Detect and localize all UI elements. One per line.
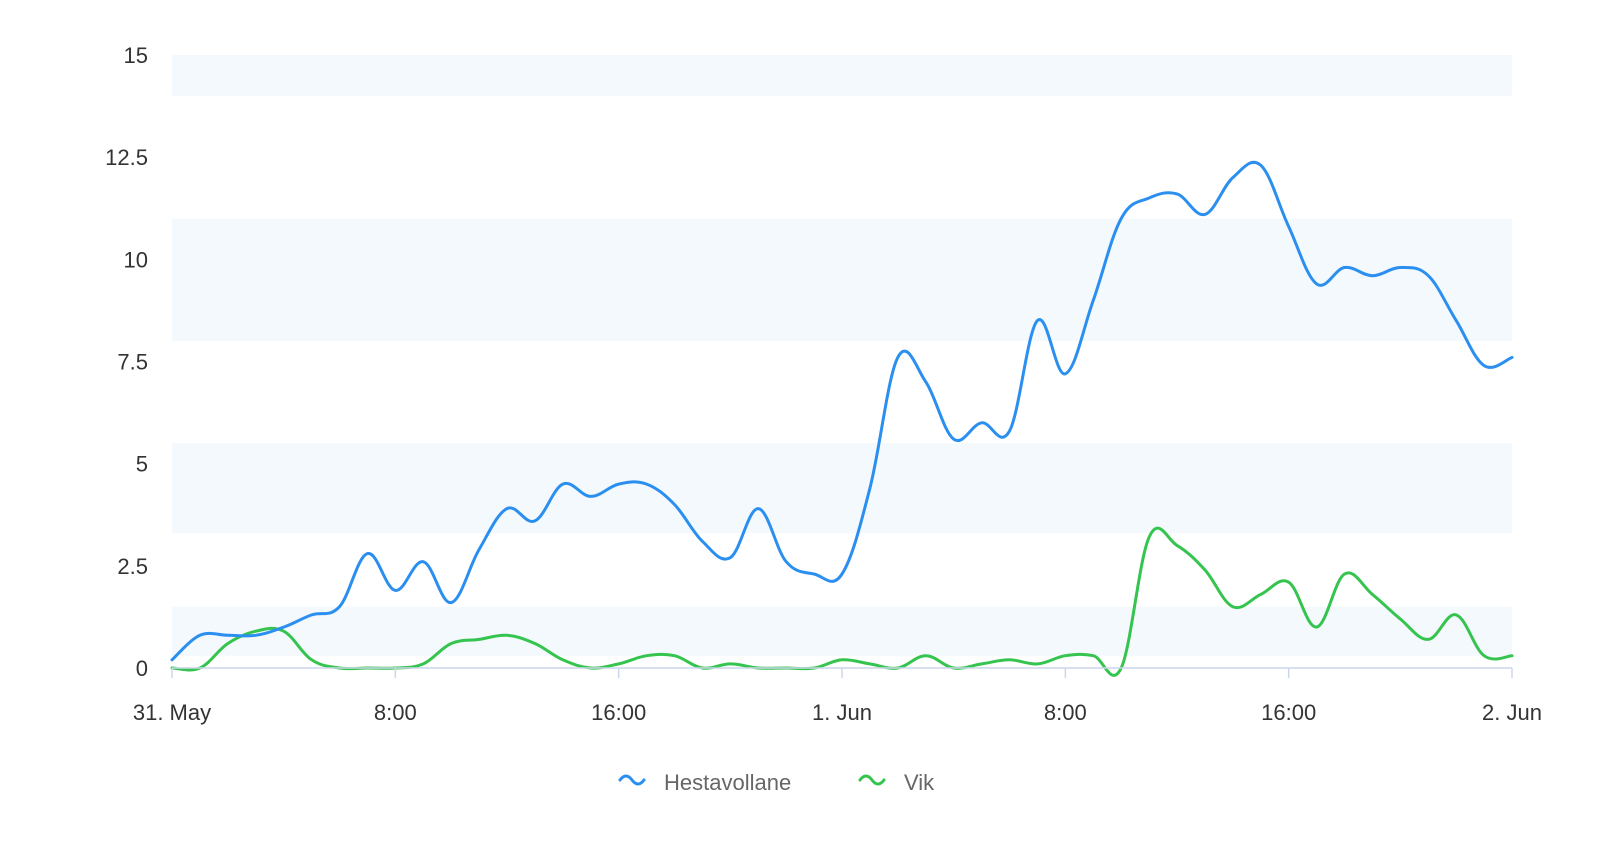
legend-item-hestavollane[interactable]: Hestavollane <box>618 770 791 795</box>
plot-band-3 <box>172 55 1512 96</box>
x-tick-label: 8:00 <box>374 700 417 725</box>
plot-band-0 <box>172 606 1512 656</box>
y-tick-label: 0 <box>136 656 148 681</box>
plot-bands <box>172 55 1512 656</box>
x-tick-label: 8:00 <box>1044 700 1087 725</box>
x-tick-label: 16:00 <box>1261 700 1316 725</box>
x-tick-label: 16:00 <box>591 700 646 725</box>
y-tick-label: 10 <box>124 247 148 272</box>
y-tick-label: 2.5 <box>117 554 148 579</box>
y-tick-label: 12.5 <box>105 145 148 170</box>
legend: Hestavollane Vik <box>618 770 935 795</box>
y-tick-label: 7.5 <box>117 350 148 375</box>
x-tick-label: 2. Jun <box>1482 700 1542 725</box>
x-tick-label: 1. Jun <box>812 700 872 725</box>
legend-label: Vik <box>904 770 935 795</box>
legend-symbol <box>858 774 886 786</box>
plot-band-1 <box>172 443 1512 534</box>
plot-band-2 <box>172 218 1512 342</box>
y-tick-label: 5 <box>136 452 148 477</box>
legend-symbol <box>618 774 646 786</box>
x-axis: 31. May 8:00 16:00 1. Jun 8:00 16:00 2. Jun <box>133 667 1542 725</box>
y-axis: 0 2.5 5 7.5 10 12.5 15 <box>105 43 148 681</box>
y-tick-label: 15 <box>124 43 148 68</box>
legend-label: Hestavollane <box>664 770 791 795</box>
series-line-hestavollane <box>170 160 1514 662</box>
legend-item-vik[interactable]: Vik <box>858 770 935 795</box>
x-tick-label: 31. May <box>133 700 211 725</box>
